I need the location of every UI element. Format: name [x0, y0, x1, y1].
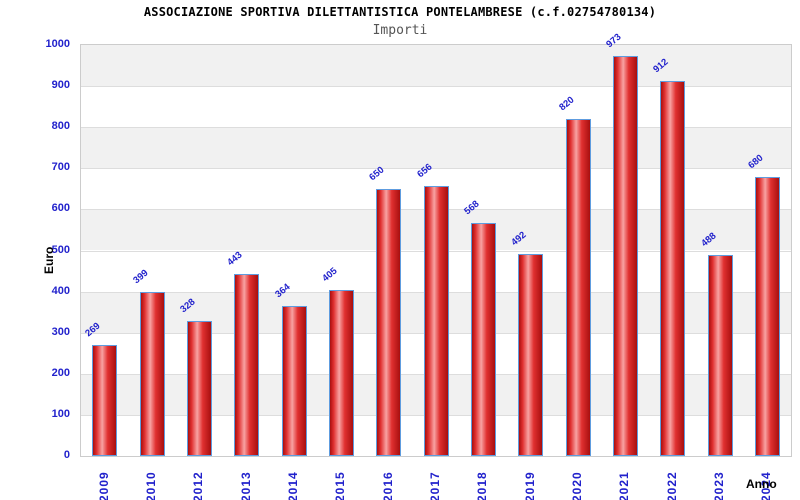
- y-tick-label: 900: [51, 79, 70, 92]
- bar: [186, 321, 212, 456]
- x-tick-label: 2017: [428, 471, 442, 500]
- y-tick-label: 200: [51, 366, 70, 379]
- y-tick-label: 700: [51, 161, 70, 174]
- bar: [234, 273, 260, 456]
- x-tick-label: 2018: [475, 471, 490, 500]
- bar: [376, 188, 402, 456]
- y-tick-label: 600: [51, 202, 70, 215]
- x-tick-label: 2020: [570, 471, 584, 500]
- bar: [660, 81, 686, 456]
- plot-band: [81, 45, 791, 87]
- bar: [423, 186, 449, 456]
- x-tick-label: 2012: [191, 471, 206, 500]
- gridline: [81, 127, 791, 129]
- bar: [612, 56, 638, 456]
- gridline: [81, 86, 791, 88]
- bar: [565, 118, 591, 456]
- bar: [518, 253, 544, 456]
- x-tick-label: 2023: [712, 471, 726, 500]
- y-tick-label: 100: [51, 407, 70, 420]
- y-tick-label: 0: [63, 449, 70, 461]
- bar: [707, 255, 733, 456]
- bar: [328, 289, 354, 456]
- y-tick-label: 400: [51, 284, 70, 297]
- y-tick-label: 800: [51, 120, 70, 133]
- bar: [92, 345, 118, 456]
- bar: [281, 306, 307, 456]
- x-tick-label: 2014: [286, 471, 300, 500]
- bar: [139, 292, 165, 456]
- x-axis-title: Anno: [746, 477, 777, 491]
- x-tick-label: 2021: [617, 471, 632, 500]
- chart-title: ASSOCIAZIONE SPORTIVA DILETTANTISTICA PO…: [143, 5, 657, 19]
- bar: [754, 176, 780, 456]
- y-axis-title: Euro: [42, 246, 56, 274]
- x-tick-label: 2022: [664, 471, 679, 500]
- x-tick-label: 2019: [522, 471, 537, 500]
- x-tick-label: 2010: [144, 471, 158, 500]
- y-tick-label: 1000: [45, 38, 70, 50]
- x-tick-label: 2013: [238, 471, 253, 500]
- y-tick-label: 500: [51, 243, 70, 256]
- x-tick-label: 2015: [333, 471, 348, 500]
- bar: [470, 222, 496, 456]
- chart-subtitle: Importi: [372, 23, 428, 38]
- x-tick-label: 2016: [380, 471, 395, 500]
- y-tick-label: 300: [51, 325, 70, 338]
- x-tick-label: 2009: [96, 471, 111, 500]
- gridline: [81, 168, 791, 170]
